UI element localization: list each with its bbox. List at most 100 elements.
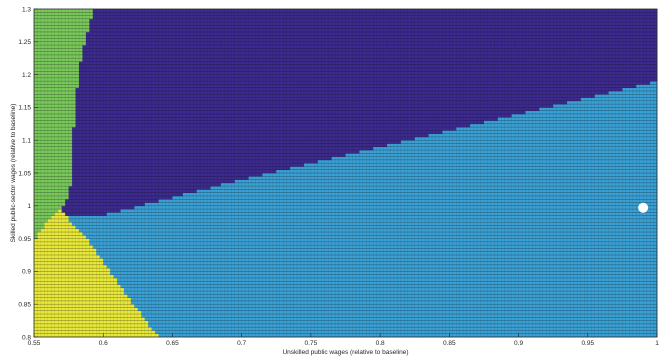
heatmap-cell-blue: [234, 179, 658, 184]
heatmap-cell-green: [34, 199, 66, 203]
heatmap-cell-purple: [75, 120, 485, 125]
heatmap-cell-purple: [72, 143, 388, 148]
heatmap-cell-blue: [608, 91, 658, 95]
heatmap-cell-purple: [72, 146, 374, 151]
heatmap-cell-yellow: [34, 333, 159, 338]
x-tick-label: 0.85: [443, 340, 456, 347]
heatmap-cell-blue: [553, 104, 658, 108]
heatmap-cell-blue: [442, 130, 658, 134]
heatmap-cell-yellow: [37, 235, 87, 239]
y-tick-label: 1.15: [18, 105, 31, 112]
heatmap-cell-green: [34, 51, 83, 56]
heatmap-cell-green: [34, 176, 73, 180]
heatmap-cell-green: [34, 215, 52, 220]
heatmap-cell-purple: [72, 169, 277, 174]
heatmap-cell-blue: [120, 284, 658, 289]
heatmap-cell-purple: [78, 81, 651, 85]
heatmap-cell-blue: [130, 297, 658, 302]
heatmap-cell-yellow: [58, 209, 62, 213]
heatmap-cell-green: [34, 68, 80, 72]
heatmap-cell-green: [34, 31, 87, 36]
heatmap-cell-purple: [72, 127, 457, 131]
heatmap-cell-yellow: [40, 228, 80, 233]
heatmap-cell-blue: [68, 215, 658, 220]
heatmap-cell-yellow: [34, 320, 149, 325]
heatmap-cell-green: [34, 143, 73, 148]
heatmap-cell-yellow: [34, 330, 156, 335]
heatmap-cell-purple: [85, 38, 658, 43]
heatmap-cell-yellow: [47, 218, 69, 223]
heatmap-cell-green: [34, 166, 73, 171]
heatmap-cell-purple: [72, 136, 416, 141]
heatmap-cell-purple: [72, 133, 429, 138]
heatmap-cell-green: [34, 25, 90, 29]
heatmap-cell-yellow: [37, 232, 83, 236]
heatmap-cell-blue: [92, 245, 658, 249]
heatmap-cell-green: [34, 38, 87, 43]
heatmap-cell-green: [34, 186, 69, 190]
y-tick-label: 0.95: [18, 236, 31, 243]
heatmap-cell-green: [34, 127, 73, 131]
heatmap-cell-blue: [387, 143, 658, 148]
heatmap-cell-blue: [141, 310, 658, 315]
heatmap-cell-blue: [220, 182, 658, 187]
heatmap-cell-blue: [345, 153, 658, 157]
heatmap-cell-purple: [75, 113, 512, 118]
heatmap-cell-yellow: [34, 284, 121, 289]
heatmap-cell-green: [34, 136, 73, 141]
heatmap-cell-blue: [85, 235, 658, 239]
heatmap-cell-yellow: [44, 222, 73, 226]
heatmap-cell-blue: [123, 291, 658, 295]
heatmap-cell-blue: [144, 202, 658, 207]
heatmap-cell-purple: [72, 166, 291, 171]
heatmap-cell-purple: [85, 41, 658, 46]
baseline-marker: [638, 202, 649, 213]
heatmap-cell-green: [34, 225, 45, 230]
heatmap-cell-blue: [158, 333, 658, 338]
heatmap-cell-yellow: [34, 271, 111, 275]
heatmap-cell-blue: [636, 84, 658, 89]
heatmap-cell-purple: [61, 209, 121, 213]
heatmap-cell-green: [34, 228, 42, 233]
heatmap-cell-green: [34, 107, 76, 111]
heatmap-cell-yellow: [34, 300, 132, 305]
heatmap-cell-purple: [75, 94, 595, 98]
heatmap-cells: [34, 9, 658, 338]
heatmap-cell-blue: [525, 110, 658, 115]
heatmap-cell-purple: [72, 156, 332, 161]
heatmap-cell-blue: [567, 100, 658, 105]
heatmap-cell-blue: [134, 205, 658, 210]
heatmap-cell-green: [34, 123, 76, 128]
heatmap-cell-purple: [78, 77, 658, 82]
heatmap-cell-purple: [75, 97, 582, 102]
heatmap-cell-yellow: [34, 264, 107, 269]
heatmap-cell-blue: [68, 218, 658, 223]
heatmap-cell-yellow: [34, 287, 125, 292]
heatmap-cell-green: [34, 189, 69, 193]
heatmap-cell-purple: [85, 31, 658, 36]
heatmap-cell-blue: [89, 238, 658, 243]
heatmap-cell-purple: [61, 205, 135, 210]
heatmap-cell-green: [34, 74, 80, 79]
heatmap-cell-yellow: [34, 307, 139, 312]
heatmap-cell-green: [34, 209, 59, 213]
heatmap-cell-yellow: [34, 268, 111, 272]
heatmap-cell-blue: [141, 314, 658, 318]
heatmap-cell-blue: [158, 199, 658, 203]
x-tick-label: 0.6: [99, 340, 108, 347]
heatmap-cell-blue: [359, 150, 658, 154]
heatmap-cell-green: [34, 117, 76, 121]
heatmap-cell-blue: [123, 287, 658, 292]
heatmap-cell-blue: [497, 117, 658, 121]
heatmap-cell-blue: [148, 323, 658, 328]
heatmap-cell-blue: [317, 159, 658, 164]
heatmap-cell-green: [34, 202, 66, 207]
y-tick-label: 1.25: [18, 39, 31, 46]
heatmap-cell-green: [34, 130, 73, 134]
heatmap-cell-purple: [89, 25, 658, 29]
y-tick-label: 0.9: [22, 269, 31, 276]
heatmap-cell-purple: [72, 159, 319, 164]
heatmap-cell-green: [34, 133, 73, 138]
heatmap-cell-purple: [75, 104, 554, 108]
heatmap-cell-blue: [210, 186, 658, 190]
